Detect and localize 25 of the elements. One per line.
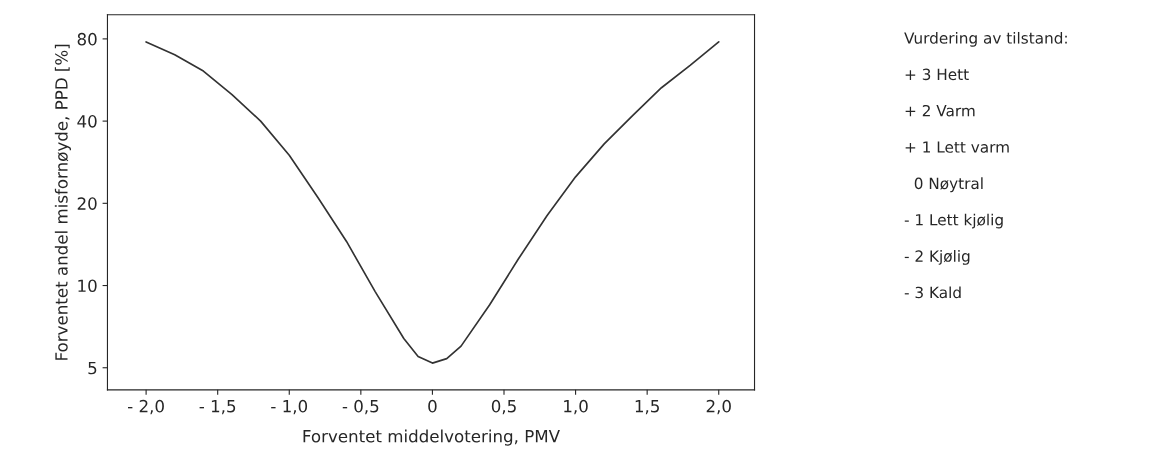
text: 0 Nøytral <box>914 177 983 193</box>
y-tick-label: 20 <box>77 197 97 210</box>
text: - 2 Kjølig <box>904 250 970 265</box>
line-series <box>145 41 720 364</box>
x-tick-label: - 2,0 <box>128 399 164 415</box>
y-tick-label: 10 <box>78 279 97 293</box>
x-tick-label: 1,5 <box>635 400 659 415</box>
x-tick-label: 1,0 <box>564 399 588 415</box>
y-tick-label: 5 <box>88 361 97 375</box>
x-tick-label: 0,5 <box>491 399 516 415</box>
text: - 3 Kald <box>904 286 961 299</box>
text: - 1 Lett kjølig <box>904 213 1003 229</box>
y-tick-label: 80 <box>77 32 97 46</box>
y-tick-label: 40 <box>77 115 97 128</box>
x-tick-label: 0 <box>428 399 437 413</box>
text: Vurdering av tilstand: <box>904 31 1067 47</box>
x-tick-label: - 0,5 <box>342 399 379 415</box>
x-tick-label: 2,0 <box>706 399 731 415</box>
text: + 3 Hett <box>905 68 969 81</box>
x-axis-title: Forventet middelvotering, PMV <box>303 429 560 446</box>
y-axis-title: Forventet andel misfornøyde, PPD [%] <box>54 44 71 360</box>
text: + 2 Varm <box>905 104 975 117</box>
x-tick-label: - 1,0 <box>271 399 308 415</box>
text: + 1 Lett varm <box>905 141 1009 153</box>
x-tick-label: - 1,5 <box>199 400 236 415</box>
